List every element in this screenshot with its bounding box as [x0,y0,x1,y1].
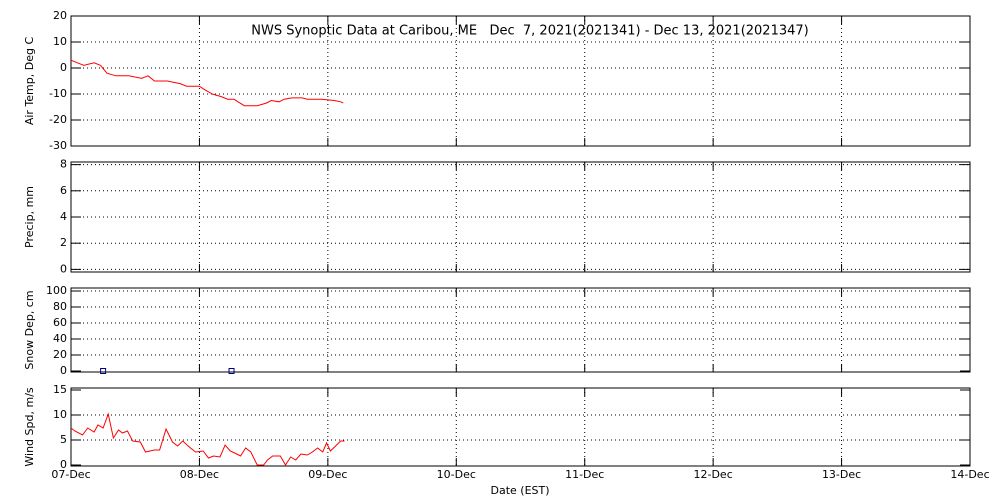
y-tick-label: 20 [53,9,67,22]
x-axis-label: Date (EST) [490,484,549,497]
y-tick-label: 6 [60,184,67,197]
y-tick-label: 20 [53,348,67,361]
x-tick-label: 07-Dec [51,468,90,481]
data-point [100,368,107,374]
y-axis-label: Precip, mm [23,186,36,248]
y-tick-label: 0 [60,458,67,471]
data-line [70,59,344,107]
y-tick-label: -20 [49,113,67,126]
y-axis-label: Air Temp, Deg C [23,37,36,126]
y-tick-label: 0 [60,364,67,377]
x-tick-label: 09-Dec [308,468,347,481]
y-tick-label: 0 [60,262,67,275]
y-tick-label: 10 [53,35,67,48]
y-tick-label: 5 [60,433,67,446]
y-tick-label: -10 [49,87,67,100]
y-axis-label: Snow Dep, cm [23,290,36,369]
plot-frame [70,161,971,273]
plot-frame [70,287,971,373]
y-tick-label: 0 [60,61,67,74]
y-tick-label: -30 [49,139,67,152]
y-tick-label: 40 [53,332,67,345]
y-tick-label: 15 [53,383,67,396]
y-tick-label: 100 [46,284,67,297]
plot-frame [70,387,971,467]
data-point [228,368,235,374]
y-axis-label: Wind Spd, m/s [23,387,36,467]
data-line [70,412,345,466]
y-tick-label: 60 [53,316,67,329]
x-tick-label: 14-Dec [950,468,989,481]
x-tick-label: 11-Dec [565,468,604,481]
chart-title: NWS Synoptic Data at Caribou, ME Dec 7, … [251,24,809,39]
y-tick-label: 10 [53,408,67,421]
y-tick-label: 4 [60,210,67,223]
x-tick-label: 13-Dec [822,468,861,481]
y-tick-label: 8 [60,158,67,171]
x-tick-label: 08-Dec [180,468,219,481]
y-tick-label: 2 [60,236,67,249]
y-tick-label: 80 [53,300,67,313]
x-tick-label: 12-Dec [694,468,733,481]
plot-frame [70,15,971,147]
x-tick-label: 10-Dec [437,468,476,481]
